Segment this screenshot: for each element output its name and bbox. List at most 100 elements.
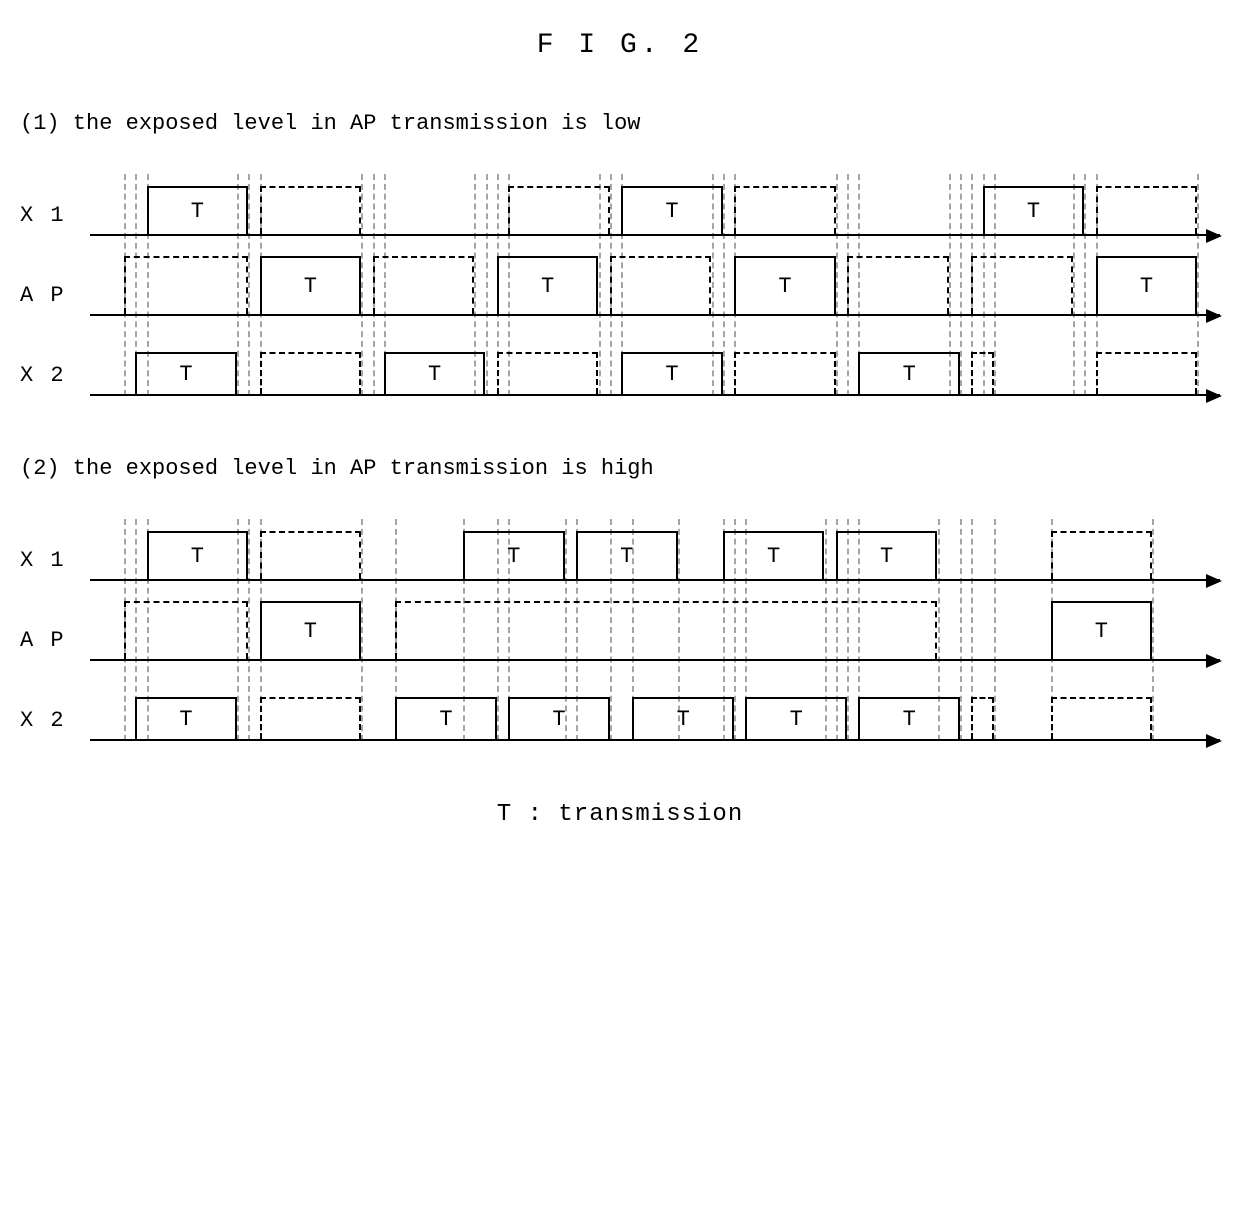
- figure-title: F I G. 2: [20, 30, 1220, 61]
- guide-line: [565, 519, 567, 741]
- guide-line: [384, 174, 386, 396]
- transmission-box: T: [745, 697, 847, 739]
- guide-line: [632, 519, 634, 741]
- guide-line: [508, 519, 510, 741]
- reception-box: [260, 531, 362, 579]
- row-label-ap: A P: [20, 628, 90, 661]
- guide-line: [960, 174, 962, 396]
- transmission-box: T: [858, 352, 960, 394]
- transmission-box: T: [147, 531, 249, 579]
- transmission-box: T: [983, 186, 1085, 234]
- reception-box: [124, 601, 248, 659]
- guide-line: [847, 174, 849, 396]
- guide-line: [712, 174, 714, 396]
- transmission-box: T: [632, 697, 734, 739]
- guide-line: [621, 174, 623, 396]
- reception-box: [1096, 352, 1198, 394]
- guide-line: [1197, 174, 1199, 396]
- guide-line: [237, 519, 239, 741]
- guide-line: [395, 519, 397, 741]
- guide-line: [463, 519, 465, 741]
- row-ap: A P TT: [20, 581, 1220, 661]
- guide-line: [938, 519, 940, 741]
- guide-line: [847, 519, 849, 741]
- transmission-box: T: [1051, 601, 1153, 659]
- transmission-box: T: [621, 352, 723, 394]
- reception-box: [395, 601, 937, 659]
- transmission-box: T: [734, 256, 836, 314]
- diagram-1: X 1 TTT A P TTTT X 2 TTTT: [20, 156, 1220, 396]
- guide-line: [994, 174, 996, 396]
- guide-line: [248, 174, 250, 396]
- guide-line: [1096, 174, 1098, 396]
- reception-box: [971, 256, 1073, 314]
- transmission-box: T: [395, 697, 497, 739]
- transmission-box: T: [858, 697, 960, 739]
- guide-line: [260, 519, 262, 741]
- row-x2: X 2 T T T T: [20, 316, 1220, 396]
- guide-line: [124, 174, 126, 396]
- guide-line: [1073, 174, 1075, 396]
- guide-line: [1051, 519, 1053, 741]
- guide-line: [994, 519, 996, 741]
- row-label-ap: A P: [20, 283, 90, 316]
- transmission-box: T: [135, 352, 237, 394]
- guide-line: [486, 174, 488, 396]
- guide-line: [949, 174, 951, 396]
- transmission-box: T: [260, 256, 362, 314]
- transmission-box: T: [384, 352, 486, 394]
- guide-line: [610, 519, 612, 741]
- guide-line: [971, 519, 973, 741]
- guide-line: [497, 519, 499, 741]
- transmission-box: T: [147, 186, 249, 234]
- transmission-box: T: [576, 531, 678, 579]
- guide-line: [836, 519, 838, 741]
- guide-line: [135, 519, 137, 741]
- reception-box: [847, 256, 949, 314]
- guide-line: [1152, 519, 1154, 741]
- reception-box: [734, 186, 836, 234]
- subtitle-1: (1) the exposed level in AP transmission…: [20, 111, 1220, 136]
- guide-line: [836, 174, 838, 396]
- row-label-x1: X 1: [20, 548, 90, 581]
- guide-line: [858, 174, 860, 396]
- guide-line: [678, 519, 680, 741]
- row-ap: A P TTTT: [20, 236, 1220, 316]
- guide-line: [971, 174, 973, 396]
- reception-box: [260, 352, 362, 394]
- reception-box: [497, 352, 599, 394]
- guide-line: [508, 174, 510, 396]
- guide-line: [124, 519, 126, 741]
- reception-box: [1051, 531, 1153, 579]
- legend: T : transmission: [20, 801, 1220, 828]
- reception-box: [260, 697, 362, 739]
- row-x2: X 2 TTTTTT: [20, 661, 1220, 741]
- guide-line: [599, 174, 601, 396]
- guide-line: [248, 519, 250, 741]
- transmission-box: T: [1096, 256, 1198, 314]
- guide-line: [983, 174, 985, 396]
- guide-line: [361, 519, 363, 741]
- subtitle-2: (2) the exposed level in AP transmission…: [20, 456, 1220, 481]
- reception-box: [1051, 697, 1153, 739]
- guide-line: [825, 519, 827, 741]
- reception-box: [260, 186, 362, 234]
- guide-line: [135, 174, 137, 396]
- row-label-x2: X 2: [20, 708, 90, 741]
- transmission-box: T: [723, 531, 825, 579]
- row-label-x2: X 2: [20, 363, 90, 396]
- guide-line: [734, 519, 736, 741]
- reception-box: [508, 186, 610, 234]
- guide-line: [734, 174, 736, 396]
- reception-box: [373, 256, 475, 314]
- transmission-box: T: [836, 531, 938, 579]
- guide-line: [723, 519, 725, 741]
- guide-line: [474, 174, 476, 396]
- transmission-box: T: [621, 186, 723, 234]
- guide-line: [576, 519, 578, 741]
- guide-line: [237, 174, 239, 396]
- transmission-box: T: [508, 697, 610, 739]
- transmission-box: T: [497, 256, 599, 314]
- guide-line: [147, 519, 149, 741]
- guide-line: [147, 174, 149, 396]
